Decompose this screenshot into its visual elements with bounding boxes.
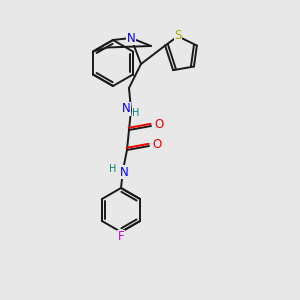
Text: H: H: [132, 108, 140, 118]
Text: F: F: [118, 230, 124, 244]
Text: N: N: [122, 103, 130, 116]
Text: S: S: [174, 29, 182, 42]
Text: O: O: [154, 118, 164, 131]
Text: N: N: [127, 32, 135, 44]
Text: H: H: [109, 164, 117, 174]
Text: N: N: [120, 166, 128, 178]
Text: O: O: [152, 139, 162, 152]
